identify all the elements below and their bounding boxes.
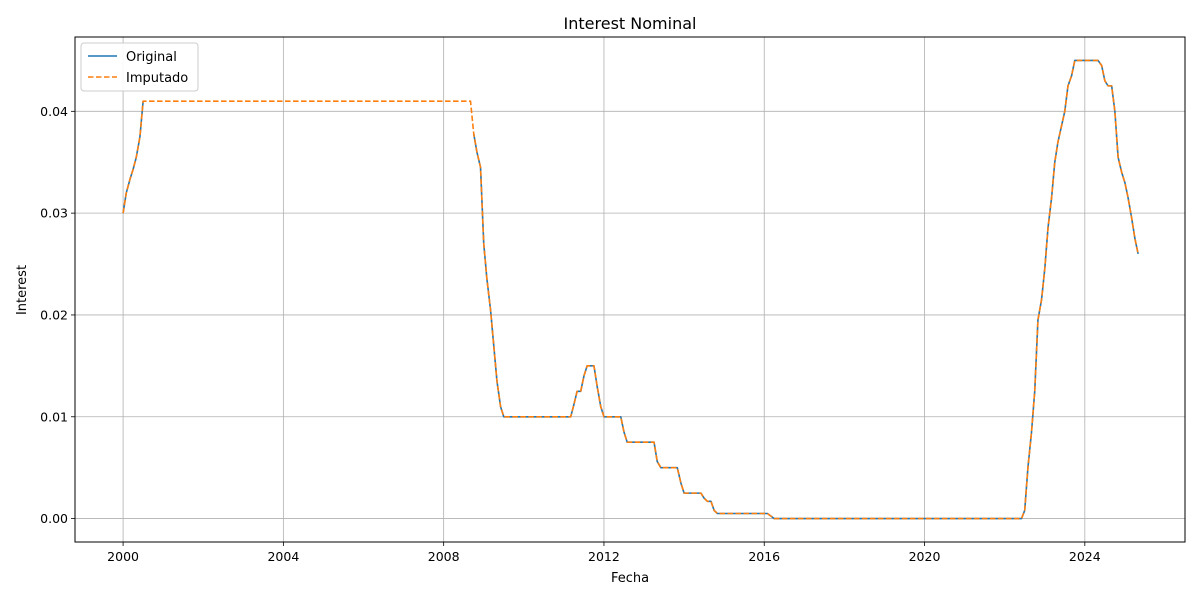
x-tick-label: 2000: [107, 549, 139, 564]
x-tick-label: 2020: [909, 549, 941, 564]
x-axis-title: Fecha: [611, 571, 649, 586]
x-tick-label: 2008: [428, 549, 460, 564]
y-axis-ticks: 0.00 0.01 0.02 0.03 0.04: [40, 104, 75, 526]
x-tick-label: 2012: [588, 549, 620, 564]
y-tick-label: 0.03: [40, 206, 68, 221]
y-tick-label: 0.00: [40, 511, 68, 526]
x-axis-ticks: 2000 2004 2008 2012 2016 2020 2024: [107, 542, 1101, 564]
x-tick-label: 2004: [267, 549, 299, 564]
y-tick-label: 0.04: [40, 104, 68, 119]
legend: Original Imputado: [80, 42, 199, 92]
y-axis-title: Interest: [15, 265, 30, 315]
chart-title: Interest Nominal: [564, 14, 697, 33]
legend-label-original: Original: [126, 50, 177, 65]
grid-lines: [75, 37, 1185, 542]
y-tick-label: 0.01: [40, 409, 68, 424]
x-tick-label: 2016: [748, 549, 780, 564]
legend-box: [80, 42, 199, 92]
y-tick-label: 0.02: [40, 307, 68, 322]
legend-label-imputado: Imputado: [126, 71, 188, 86]
plot-frame: [74, 36, 1186, 543]
series-line-imputado: [122, 59, 1139, 520]
series-lines: [122, 59, 1139, 520]
x-tick-label: 2024: [1069, 549, 1101, 564]
